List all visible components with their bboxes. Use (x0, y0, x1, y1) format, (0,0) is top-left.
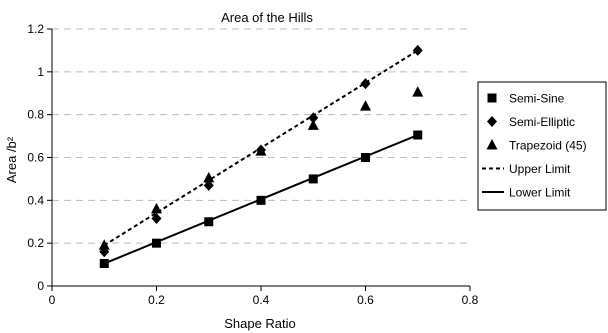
data-point-1-5 (361, 78, 371, 89)
tick-labels: 0 0.2 0.4 0.6 0.8 1 1.2 0 0.2 0.4 0.6 0.8 (27, 22, 478, 307)
legend-label-2: Trapezoid (45) (509, 139, 587, 153)
data-point-0-5 (361, 153, 370, 162)
legend-label-3: Upper Limit (509, 162, 571, 176)
grid-lines (52, 29, 470, 243)
x-tick-label-2: 0.4 (253, 293, 270, 307)
legend-label-4: Lower Limit (509, 186, 571, 200)
y-tick-label-3: 0.6 (27, 151, 44, 165)
data-point-0-6 (413, 131, 422, 140)
x-tick-label-4: 0.8 (462, 293, 479, 307)
y-tick-label-5: 1 (37, 65, 44, 79)
y-tick-label-2: 0.4 (27, 193, 44, 207)
chart-title: Area of the Hills (221, 10, 313, 25)
legend-label-1: Semi-Elliptic (509, 115, 575, 129)
data-point-2-5 (360, 100, 371, 111)
data-point-2-1 (151, 203, 162, 214)
x-tick-label-3: 0.6 (357, 293, 374, 307)
data-point-0-2 (204, 217, 213, 226)
data-point-2-4 (308, 119, 319, 130)
y-tick-label-0: 0 (37, 279, 44, 293)
series-lines (104, 50, 418, 263)
data-point-2-6 (412, 86, 423, 97)
x-tick-label-0: 0 (49, 293, 56, 307)
y-tick-label-1: 0.2 (27, 236, 44, 250)
legend-label-0: Semi-Sine (509, 92, 565, 106)
x-tick-label-1: 0.2 (148, 293, 165, 307)
data-point-0-1 (152, 239, 161, 248)
legend: Semi-Sine Semi-Elliptic Trapezoid (45) Uppe… (478, 82, 606, 210)
y-tick-label-4: 0.8 (27, 108, 44, 122)
y-tick-label-6: 1.2 (27, 22, 44, 36)
data-point-0-4 (309, 174, 318, 183)
data-point-0-0 (100, 259, 109, 268)
data-point-0-3 (257, 196, 266, 205)
axes (47, 29, 470, 291)
data-point-1-6 (413, 45, 423, 56)
data-point-2-0 (99, 239, 110, 250)
y-axis-label: Area /b² (4, 136, 19, 183)
legend-swatch-0 (488, 94, 497, 103)
x-axis-label: Shape Ratio (224, 316, 296, 331)
